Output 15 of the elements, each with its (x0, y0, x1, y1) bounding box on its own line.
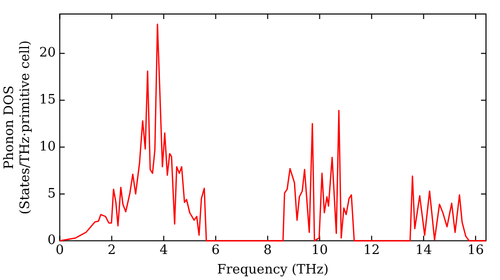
x-tick-label: 10 (311, 242, 328, 258)
x-axis-title: Frequency (THz) (217, 262, 329, 278)
x-tick-label: 8 (264, 242, 272, 258)
y-tick-label: 0 (47, 233, 56, 248)
y-axis-title: Phonon DOS (States/THz·primitive cell) (2, 40, 33, 214)
y-tick-label: 15 (39, 92, 56, 108)
y-tick-label: 10 (39, 139, 56, 154)
x-tick-label: 2 (108, 242, 116, 258)
x-tick-label: 6 (212, 242, 220, 258)
x-tick-label: 4 (160, 242, 168, 258)
y-tick-label: 5 (47, 186, 56, 202)
y-tick-label: 20 (39, 46, 56, 61)
x-tick-label: 12 (363, 242, 380, 258)
x-tick-label: 16 (467, 242, 484, 258)
x-tick-label: 14 (415, 242, 432, 258)
